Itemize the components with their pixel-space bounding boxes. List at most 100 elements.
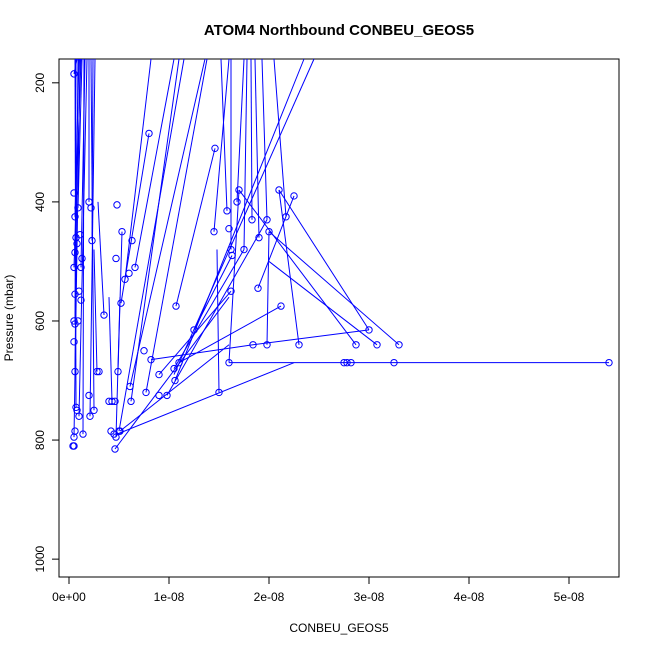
data-point	[69, 442, 77, 450]
x-tick-label: 4e-08	[454, 590, 485, 604]
data-point	[215, 388, 223, 397]
profile-segment	[97, 201, 105, 316]
profile-segment	[73, 58, 81, 438]
y-axis-label: Pressure (mbar)	[2, 275, 16, 362]
data-point	[147, 355, 155, 364]
data-point	[155, 370, 163, 379]
profile-segment	[174, 58, 305, 381]
data-point	[128, 236, 136, 245]
data-point	[73, 239, 81, 248]
profile-segment	[108, 297, 113, 402]
plot-area	[69, 58, 613, 453]
x-axis-label: CONBEU_GEOS5	[289, 621, 389, 635]
profile-segment	[166, 219, 268, 396]
profile-segment	[268, 261, 378, 346]
data-point	[290, 192, 298, 200]
data-point	[77, 263, 85, 272]
profile-segment	[130, 58, 180, 402]
data-point	[78, 254, 86, 263]
profile-segment	[78, 58, 88, 417]
data-point	[71, 367, 79, 376]
data-point	[108, 397, 116, 406]
data-point	[113, 201, 121, 209]
data-point	[190, 326, 198, 334]
profile-segment	[261, 58, 268, 220]
data-point	[210, 227, 218, 236]
data-point	[70, 433, 78, 441]
profile-segment	[220, 58, 228, 211]
profile-segment	[250, 58, 253, 220]
chart-title: ATOM4 Northbound CONBEU_GEOS5	[204, 22, 474, 39]
data-point	[95, 367, 103, 376]
profile-segment	[278, 189, 370, 331]
data-point	[70, 338, 78, 346]
data-point	[277, 302, 285, 310]
data-point	[111, 397, 119, 406]
data-point	[390, 358, 398, 367]
data-point	[249, 341, 257, 349]
data-point	[72, 403, 80, 412]
x-tick-label: 0e+00	[52, 590, 86, 604]
data-point	[112, 433, 120, 441]
profile-segment	[129, 58, 206, 387]
profile-segment	[266, 231, 270, 345]
data-point	[118, 227, 126, 236]
data-point	[71, 427, 79, 435]
data-point	[88, 236, 96, 245]
data-point	[70, 189, 78, 197]
data-point	[114, 367, 122, 376]
data-point	[263, 341, 271, 349]
data-point	[248, 216, 256, 224]
data-point	[87, 204, 95, 212]
profile-segment	[243, 58, 248, 250]
profile-segment	[82, 58, 85, 435]
data-point	[79, 430, 87, 438]
data-point	[125, 269, 133, 278]
profile-segment	[252, 329, 370, 346]
x-tick-label: 5e-08	[554, 590, 585, 604]
data-point	[163, 391, 171, 400]
data-point	[233, 198, 241, 206]
data-point	[340, 358, 348, 367]
profile-segment	[238, 189, 357, 346]
data-point	[225, 224, 233, 233]
data-point	[100, 311, 108, 319]
profile-segment	[273, 58, 287, 217]
data-point	[70, 263, 78, 272]
data-point	[223, 207, 231, 215]
profile-segment	[278, 189, 300, 345]
data-point	[71, 213, 79, 221]
data-point	[93, 367, 101, 376]
profile-segment	[119, 344, 230, 432]
profile-segment	[178, 305, 282, 364]
data-point	[347, 358, 355, 367]
data-point	[90, 406, 98, 414]
data-point	[140, 347, 148, 355]
profile-segment	[134, 58, 175, 268]
data-point	[240, 245, 248, 254]
data-point	[74, 317, 82, 325]
data-point	[112, 254, 120, 263]
y-tick-label: 1000	[33, 545, 47, 572]
data-point	[235, 186, 243, 194]
data-point	[175, 358, 183, 367]
profile-segment	[150, 344, 254, 361]
profile-segment	[268, 231, 400, 346]
data-point	[116, 427, 124, 435]
data-point	[172, 302, 180, 310]
data-point	[74, 204, 82, 212]
x-tick-label: 2e-08	[254, 590, 285, 604]
data-point	[352, 341, 360, 349]
data-point	[86, 412, 94, 420]
data-point	[75, 412, 83, 420]
data-point	[126, 382, 134, 391]
data-point	[145, 129, 153, 138]
profile-segment	[236, 58, 245, 202]
data-point	[227, 287, 235, 295]
data-point	[228, 251, 236, 260]
data-point	[117, 299, 125, 307]
profile-segment	[145, 58, 208, 393]
profile-segment	[257, 195, 295, 289]
data-point	[255, 233, 263, 242]
